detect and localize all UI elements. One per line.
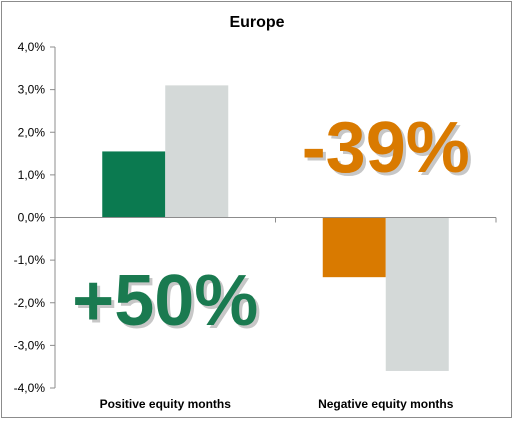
annotation-shadow: +50% — [75, 264, 261, 344]
y-tick-label: -2,0% — [14, 296, 46, 310]
bars — [102, 85, 449, 371]
y-tick-label: 0,0% — [18, 211, 46, 225]
x-axis: Positive equity months Negative equity mo… — [54, 217, 497, 411]
annotation-shadow: -39% — [305, 111, 473, 191]
bar — [102, 151, 166, 218]
x-tick-label: Positive equity months — [100, 397, 232, 411]
y-tick-label: 4,0% — [18, 40, 46, 54]
bar — [165, 85, 229, 218]
y-tick-label: -4,0% — [14, 381, 46, 395]
x-tick-label: Negative equity months — [318, 397, 454, 411]
y-tick-label: 3,0% — [18, 83, 46, 97]
annotation-label: -39% — [302, 108, 470, 188]
chart-title: Europe — [229, 14, 284, 31]
annotation-label: +50% — [72, 261, 258, 341]
bar — [385, 217, 449, 371]
y-tick-label: -1,0% — [14, 253, 46, 267]
bar — [322, 217, 386, 278]
y-tick-label: 1,0% — [18, 168, 46, 182]
y-tick-label: -3,0% — [14, 338, 46, 352]
y-axis: 4,0% 3,0% 2,0% 1,0% 0,0% -1,0% -2,0% -3,0% -4,0% — [14, 40, 56, 395]
annotations: +50%+50%-39%-39% — [72, 108, 473, 344]
y-tick-label: 2,0% — [18, 125, 46, 139]
